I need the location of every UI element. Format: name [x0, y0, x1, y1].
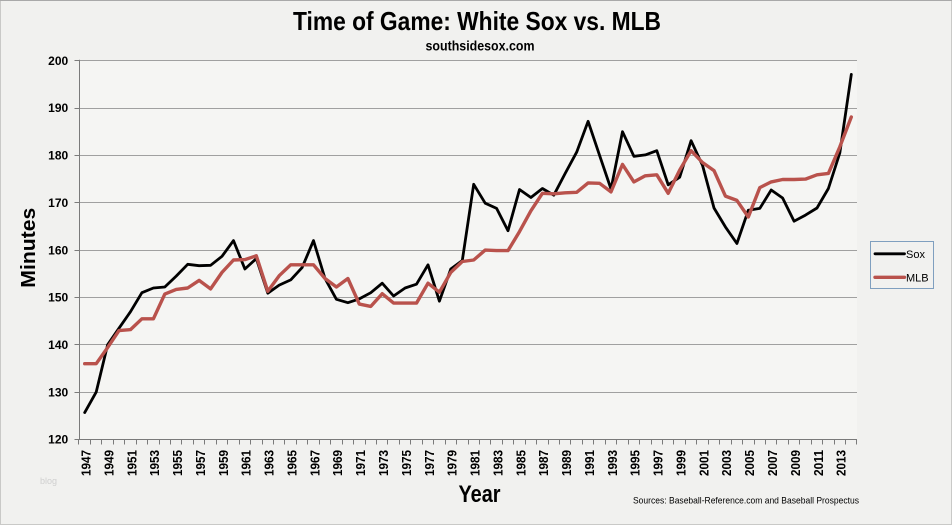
- svg-text:1993: 1993: [606, 450, 620, 476]
- svg-text:1947: 1947: [80, 450, 94, 476]
- svg-text:1991: 1991: [583, 450, 597, 476]
- svg-text:1963: 1963: [263, 450, 277, 476]
- svg-text:1953: 1953: [148, 450, 162, 476]
- svg-text:1987: 1987: [537, 450, 551, 476]
- svg-text:1995: 1995: [629, 450, 643, 476]
- svg-text:120: 120: [48, 433, 68, 447]
- svg-text:1959: 1959: [217, 450, 231, 476]
- svg-text:160: 160: [48, 243, 68, 257]
- svg-text:Minutes: Minutes: [18, 208, 40, 288]
- svg-text:1955: 1955: [171, 450, 185, 476]
- svg-text:2001: 2001: [697, 450, 711, 476]
- svg-text:1997: 1997: [652, 450, 666, 476]
- svg-text:2003: 2003: [720, 450, 734, 476]
- svg-text:200: 200: [48, 54, 68, 68]
- svg-text:2005: 2005: [743, 450, 757, 476]
- svg-text:1977: 1977: [423, 450, 437, 476]
- svg-text:130: 130: [48, 385, 68, 399]
- svg-text:1961: 1961: [240, 450, 254, 476]
- svg-text:Year: Year: [459, 481, 501, 508]
- svg-text:Sources: Baseball-Reference.co: Sources: Baseball-Reference.com and Base…: [633, 496, 859, 506]
- svg-text:1973: 1973: [377, 450, 391, 476]
- svg-text:2009: 2009: [789, 450, 803, 476]
- svg-text:190: 190: [48, 101, 68, 115]
- svg-text:1981: 1981: [469, 450, 483, 476]
- svg-text:2011: 2011: [812, 450, 826, 476]
- svg-text:1957: 1957: [194, 450, 208, 476]
- svg-text:1971: 1971: [354, 450, 368, 476]
- svg-text:1989: 1989: [560, 450, 574, 476]
- svg-text:1983: 1983: [491, 450, 505, 476]
- svg-text:Sox: Sox: [906, 249, 925, 261]
- svg-text:Time of Game: White Sox vs. ML: Time of Game: White Sox vs. MLB: [293, 6, 661, 36]
- svg-text:2007: 2007: [766, 450, 780, 476]
- svg-text:1965: 1965: [286, 450, 300, 476]
- svg-text:southsidesox.com: southsidesox.com: [426, 38, 535, 54]
- svg-text:1969: 1969: [331, 450, 345, 476]
- svg-text:1979: 1979: [446, 450, 460, 476]
- svg-text:2013: 2013: [835, 450, 849, 476]
- svg-text:1967: 1967: [308, 450, 322, 476]
- svg-text:1975: 1975: [400, 450, 414, 476]
- svg-text:180: 180: [48, 149, 68, 163]
- svg-text:blog: blog: [40, 476, 57, 486]
- svg-text:1951: 1951: [125, 450, 139, 476]
- svg-text:1999: 1999: [675, 450, 689, 476]
- svg-text:150: 150: [48, 291, 68, 305]
- svg-text:1949: 1949: [102, 450, 116, 476]
- svg-text:1985: 1985: [514, 450, 528, 476]
- svg-text:MLB: MLB: [906, 273, 929, 285]
- svg-text:170: 170: [48, 196, 68, 210]
- svg-text:140: 140: [48, 338, 68, 352]
